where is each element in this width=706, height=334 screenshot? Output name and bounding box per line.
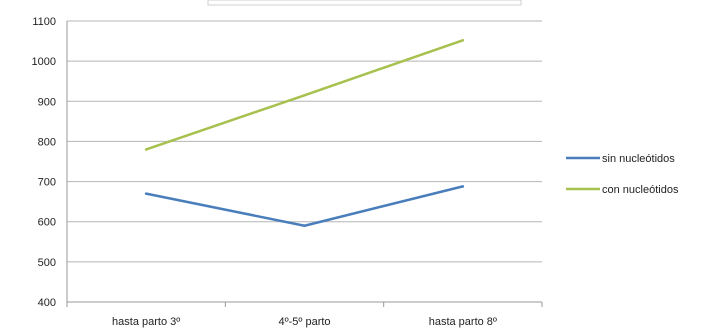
x-tick-label: hasta parto 3º xyxy=(112,316,180,328)
y-axis-tick-labels: 400 500 600 700 800 900 1000 1100 xyxy=(32,16,56,309)
y-tick-label: 1100 xyxy=(32,16,56,28)
series-1-point xyxy=(303,224,306,228)
y-tick-label: 900 xyxy=(38,96,56,108)
series-line-1 xyxy=(145,185,464,227)
series-lines xyxy=(144,38,465,228)
legend-label-1: sin nucleótidos xyxy=(602,153,675,165)
series-2-point xyxy=(303,93,306,97)
gridlines xyxy=(67,20,542,263)
y-tick-label: 400 xyxy=(38,297,56,309)
axes xyxy=(66,21,543,307)
title-box-remnant xyxy=(207,0,522,6)
x-tick-label: hasta parto 8º xyxy=(429,316,497,328)
legend-label-2: con nucleótidos xyxy=(602,184,679,196)
series-2-point xyxy=(144,148,148,151)
y-tick-label: 700 xyxy=(38,177,56,189)
x-axis-tick-labels: hasta parto 3º 4º-5º parto hasta parto 8º xyxy=(112,316,497,328)
series-2-point xyxy=(461,38,465,42)
y-tick-label: 500 xyxy=(38,257,56,269)
y-tick-label: 800 xyxy=(38,136,56,148)
legend: sin nucleótidos con nucleótidos xyxy=(566,153,679,196)
series-1-point xyxy=(144,192,148,195)
series-1-point xyxy=(461,185,465,188)
x-tick-label: 4º-5º parto xyxy=(278,316,330,328)
y-tick-label: 600 xyxy=(38,217,56,229)
y-tick-label: 1000 xyxy=(32,56,56,68)
